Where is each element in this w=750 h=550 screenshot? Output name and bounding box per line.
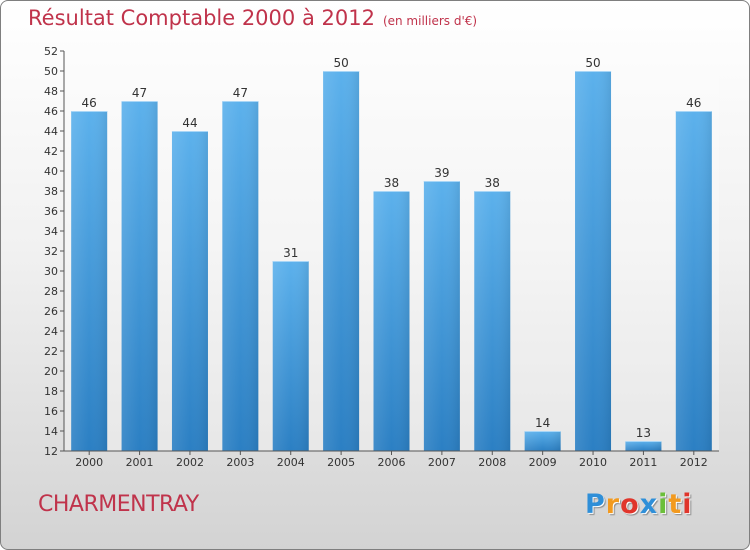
bar-sheen: [323, 71, 360, 451]
x-tick-label: 2008: [478, 456, 506, 469]
y-tick-label: 50: [44, 65, 58, 78]
y-tick-label: 48: [44, 85, 58, 98]
x-tick-label: 2011: [629, 456, 657, 469]
y-tick-label: 38: [44, 185, 58, 198]
data-label: 50: [585, 56, 600, 70]
data-label: 38: [384, 176, 399, 190]
y-tick-label: 28: [44, 285, 58, 298]
bars: 46 47 44 47 31 50 38 39 38 14 50 13 46: [71, 56, 712, 451]
logo-letter: t: [668, 489, 683, 520]
y-tick-label: 22: [44, 345, 58, 358]
y-tick-label: 20: [44, 365, 58, 378]
y-tick-label: 34: [44, 225, 58, 238]
y-tick-label: 36: [44, 205, 58, 218]
x-tick-label: 2007: [428, 456, 456, 469]
logo-letter: r: [605, 489, 621, 520]
logo-letter: i: [658, 489, 669, 520]
y-tick-label: 30: [44, 265, 58, 278]
bar-sheen: [373, 191, 410, 451]
x-tick-label: 2000: [75, 456, 103, 469]
proxiti-logo: Proxiti: [585, 489, 693, 520]
x-tick-label: 2009: [529, 456, 557, 469]
bar-sheen: [71, 111, 108, 451]
logo-letter: P: [585, 489, 606, 520]
bar-sheen: [675, 111, 712, 451]
bar-sheen: [625, 441, 662, 451]
x-tick-label: 2010: [579, 456, 607, 469]
data-label: 47: [132, 86, 147, 100]
x-tick-label: 2005: [327, 456, 355, 469]
logo-letter: x: [639, 489, 659, 520]
data-label: 50: [333, 56, 348, 70]
y-tick-label: 18: [44, 385, 58, 398]
logo-letter: i: [682, 489, 693, 520]
x-tick-label: 2003: [226, 456, 254, 469]
x-tick-label: 2006: [378, 456, 406, 469]
chart-title-text: Résultat Comptable 2000 à 2012: [28, 6, 375, 30]
bar-sheen: [272, 261, 309, 451]
bar-sheen: [524, 431, 561, 451]
y-tick-label: 40: [44, 165, 58, 178]
y-tick-label: 24: [44, 325, 58, 338]
y-tick-label: 52: [44, 45, 58, 58]
y-tick-label: 16: [44, 405, 58, 418]
data-label: 31: [283, 246, 298, 260]
bar-sheen: [423, 181, 460, 451]
axes: 12 14 16 18 20 22 24 26 28 30 32 34 36 38 40 42 44 46 48 50…: [44, 45, 719, 469]
data-label: 38: [485, 176, 500, 190]
data-label: 39: [434, 166, 449, 180]
chart-subtitle: (en milliers d'€): [382, 14, 478, 28]
bar-sheen: [474, 191, 511, 451]
bar-sheen: [171, 131, 208, 451]
bar-sheen: [575, 71, 612, 451]
data-label: 14: [535, 416, 550, 430]
x-tick-label: 2012: [680, 456, 708, 469]
y-tick-label: 32: [44, 245, 58, 258]
city-name: CHARMENTRAY: [38, 492, 199, 517]
y-tick-label: 46: [44, 105, 58, 118]
data-label: 46: [82, 96, 97, 110]
x-tick-label: 2004: [277, 456, 305, 469]
y-tick-label: 44: [44, 125, 58, 138]
x-tick-label: 2002: [176, 456, 204, 469]
data-label: 13: [636, 426, 651, 440]
data-label: 46: [686, 96, 701, 110]
y-tick-label: 26: [44, 305, 58, 318]
data-label: 47: [233, 86, 248, 100]
data-label: 44: [182, 116, 197, 130]
chart-title: Résultat Comptable 2000 à 2012 (en millie…: [28, 6, 477, 30]
logo-letter: o: [620, 489, 640, 520]
x-tick-label: 2001: [126, 456, 154, 469]
y-tick-label: 14: [44, 425, 58, 438]
bar-sheen: [121, 101, 158, 451]
bar-sheen: [222, 101, 259, 451]
y-tick-label: 12: [44, 445, 58, 458]
y-tick-label: 42: [44, 145, 58, 158]
